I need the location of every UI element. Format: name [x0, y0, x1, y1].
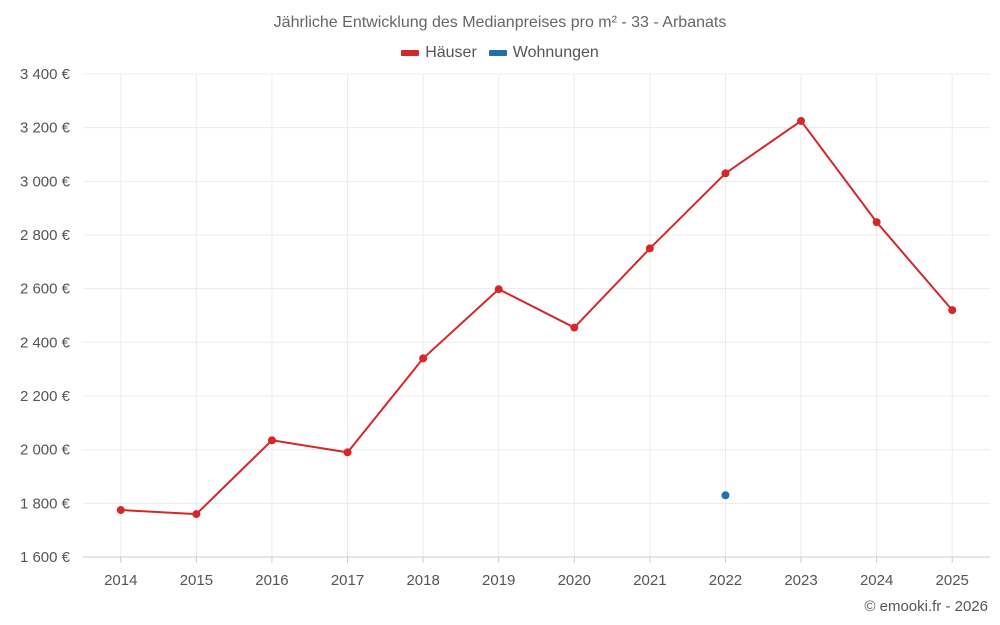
y-tick-label: 2 000 € — [20, 442, 71, 459]
x-tick-label: 2017 — [331, 572, 364, 589]
copyright-text: © emooki.fr - 2026 — [864, 598, 988, 615]
series-line-haeuser — [120, 119, 953, 516]
data-point-haeuser-2014[interactable] — [116, 506, 125, 515]
legend-item-haeuser[interactable]: Häuser — [401, 44, 477, 62]
data-point-haeuser-2020[interactable] — [570, 323, 579, 332]
data-point-haeuser-2022[interactable] — [721, 169, 730, 178]
data-point-haeuser-2018[interactable] — [419, 354, 428, 363]
data-point-haeuser-2025[interactable] — [948, 306, 957, 315]
chart-title: Jährliche Entwicklung des Medianpreises … — [273, 14, 727, 31]
x-tick-label: 2024 — [860, 572, 893, 589]
data-point-haeuser-2017[interactable] — [343, 448, 352, 457]
x-tick-label: 2022 — [709, 572, 742, 589]
x-tick-label: 2015 — [180, 572, 213, 589]
data-point-haeuser-2016[interactable] — [267, 436, 276, 445]
y-tick-label: 1 600 € — [20, 549, 71, 566]
y-tick-label: 2 400 € — [20, 334, 71, 351]
x-tick-label: 2014 — [104, 572, 137, 589]
data-point-haeuser-2024[interactable] — [872, 218, 881, 227]
data-point-wohnungen-2022[interactable] — [721, 491, 730, 500]
y-tick-label: 1 800 € — [20, 495, 71, 512]
x-tick-label: 2023 — [784, 572, 817, 589]
legend-label-wohnungen: Wohnungen — [512, 44, 599, 61]
data-point-haeuser-2023[interactable] — [797, 116, 806, 125]
y-tick-label: 2 800 € — [20, 227, 71, 244]
data-point-haeuser-2021[interactable] — [645, 244, 654, 253]
x-tick-label: 2020 — [558, 572, 591, 589]
legend-swatch-wohnungen — [488, 50, 507, 56]
chart-legend: Häuser Wohnungen — [0, 44, 1000, 62]
y-tick-label: 3 400 € — [20, 66, 71, 83]
y-tick-label: 3 200 € — [20, 120, 71, 137]
x-tick-label: 2018 — [406, 572, 439, 589]
data-point-haeuser-2015[interactable] — [192, 510, 201, 519]
y-tick-label: 2 200 € — [20, 388, 71, 405]
x-tick-label: 2016 — [255, 572, 288, 589]
legend-item-wohnungen[interactable]: Wohnungen — [488, 44, 599, 62]
legend-label-haeuser: Häuser — [425, 44, 477, 61]
data-point-haeuser-2019[interactable] — [494, 285, 503, 294]
x-tick-label: 2025 — [936, 572, 969, 589]
x-tick-label: 2021 — [633, 572, 666, 589]
y-tick-label: 2 600 € — [20, 281, 71, 298]
legend-swatch-haeuser — [401, 50, 420, 56]
x-tick-label: 2019 — [482, 572, 515, 589]
y-tick-label: 3 000 € — [20, 173, 71, 190]
